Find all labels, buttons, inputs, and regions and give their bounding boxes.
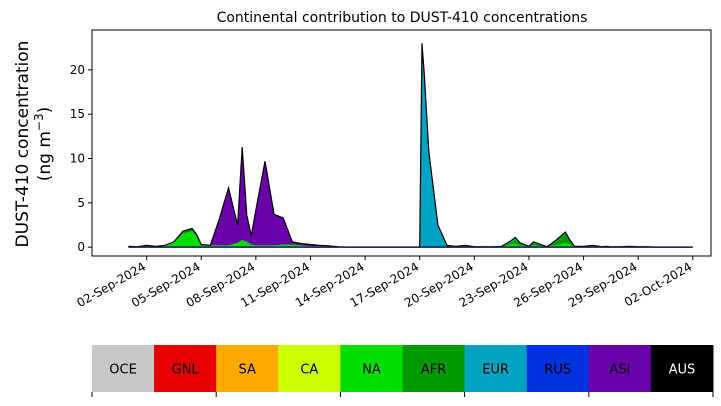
legend-swatch-asi bbox=[588, 345, 652, 392]
legend-label-aus: AUS bbox=[669, 363, 696, 378]
legend-swatch-rus bbox=[526, 345, 590, 392]
y-axis-label-line1: DUST-410 concentration bbox=[13, 41, 33, 248]
legend-label-asi: ASI bbox=[609, 363, 630, 378]
y-tick-label: 20 bbox=[70, 63, 85, 77]
legend-swatch-gnl bbox=[154, 345, 217, 392]
legend-swatch-oce bbox=[92, 345, 155, 392]
legend-label-ca: CA bbox=[300, 363, 318, 378]
legend-swatch-aus bbox=[650, 345, 714, 392]
y-tick-label: 15 bbox=[70, 107, 85, 121]
area-asi bbox=[128, 56, 693, 248]
y-axis-label-exponent: −3 bbox=[32, 113, 46, 131]
plot-frame bbox=[91, 29, 712, 257]
y-axis-label: DUST-410 concentration (ng m−3) bbox=[13, 41, 55, 248]
chart-title: Continental contribution to DUST-410 con… bbox=[217, 10, 588, 26]
legend-label-afr: AFR bbox=[421, 363, 446, 378]
x-axis: 02-Sep-202405-Sep-202408-Sep-202411-Sep-… bbox=[74, 256, 694, 310]
legend-label-sa: SA bbox=[239, 363, 256, 378]
legend-swatch-eur bbox=[464, 345, 528, 392]
legend-label-na: NA bbox=[362, 363, 381, 378]
y-axis: 0 5 10 15 20 bbox=[70, 63, 92, 254]
legend-label-rus: RUS bbox=[544, 363, 571, 378]
legend: OCE GNL SA CA NA AFR EUR RUS ASI AUS bbox=[91, 345, 714, 397]
total-line bbox=[128, 43, 693, 248]
y-tick-label: 10 bbox=[70, 152, 85, 166]
area-na bbox=[128, 231, 693, 248]
legend-label-gnl: GNL bbox=[172, 363, 200, 378]
y-axis-label-line2: (ng m−3) bbox=[32, 107, 55, 182]
area-eur bbox=[128, 56, 693, 248]
legend-swatch-sa bbox=[216, 345, 279, 392]
legend-label-eur: EUR bbox=[482, 363, 509, 378]
area-aus bbox=[128, 43, 693, 248]
legend-swatch-ca bbox=[278, 345, 341, 392]
y-axis-label-unit: (ng m bbox=[35, 131, 55, 181]
legend-label-oce: OCE bbox=[109, 363, 137, 378]
y-tick-label: 5 bbox=[77, 196, 85, 210]
y-axis-label-close: ) bbox=[35, 107, 55, 114]
legend-swatch-afr bbox=[402, 345, 466, 392]
area-series-group bbox=[128, 43, 693, 248]
y-tick-label: 0 bbox=[77, 240, 85, 254]
legend-swatch-na bbox=[340, 345, 403, 392]
